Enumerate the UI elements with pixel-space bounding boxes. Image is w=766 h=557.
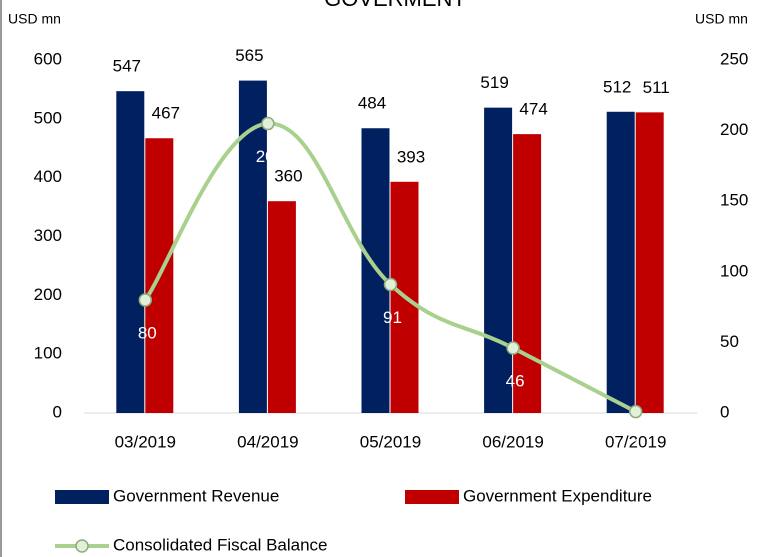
x-tick-label: 04/2019 xyxy=(237,432,298,451)
bar xyxy=(116,91,145,413)
legend-marker xyxy=(75,539,89,553)
data-label: 565 xyxy=(235,46,263,65)
legend-swatch xyxy=(405,490,459,504)
data-label: 393 xyxy=(397,147,425,166)
y-tick-label: 400 xyxy=(34,167,62,186)
y-tick-label: 500 xyxy=(34,108,62,127)
line-marker xyxy=(383,277,398,292)
y-tick-label: 200 xyxy=(34,285,62,304)
line-marker xyxy=(628,404,643,419)
legend-swatch xyxy=(55,490,109,504)
chart-title: GOVERMENT xyxy=(324,0,466,11)
y2-axis-label: USD mn xyxy=(695,11,748,27)
bar xyxy=(267,201,296,413)
y2-tick-label: 50 xyxy=(720,332,739,351)
y-tick-label: 0 xyxy=(53,402,62,421)
legend-label: Government Expenditure xyxy=(463,486,652,505)
y2-tick-label: 100 xyxy=(720,261,748,280)
line-marker xyxy=(261,116,275,131)
y2-tick-label: 0 xyxy=(720,402,729,421)
data-label: 1 xyxy=(633,435,642,454)
y-tick-label: 600 xyxy=(34,49,62,68)
line-marker xyxy=(506,341,520,355)
x-tick-label: 06/2019 xyxy=(482,432,543,451)
data-label: 547 xyxy=(113,57,141,76)
y-tick-label: 100 xyxy=(34,344,62,363)
y-tick-label: 300 xyxy=(34,226,62,245)
data-label: 80 xyxy=(138,324,157,343)
x-tick-label: 07/2019 xyxy=(605,432,666,451)
legend-label: Government Revenue xyxy=(113,486,279,505)
y2-tick-label: 150 xyxy=(720,191,748,210)
bar xyxy=(513,134,542,413)
line xyxy=(143,121,637,414)
bar xyxy=(606,111,635,414)
y-axis-label: USD mn xyxy=(8,11,61,27)
legend-label: Consolidated Fiscal Balance xyxy=(113,535,328,554)
data-label: 205 xyxy=(256,147,284,166)
data-label: 46 xyxy=(506,372,525,391)
data-label: 474 xyxy=(519,100,547,119)
y2-tick-label: 200 xyxy=(720,120,748,139)
data-label: 484 xyxy=(358,94,386,113)
x-tick-label: 03/2019 xyxy=(115,432,176,451)
data-label: 512 xyxy=(603,77,631,96)
data-label: 360 xyxy=(274,167,302,186)
x-tick-label: 05/2019 xyxy=(360,432,421,451)
data-label: 511 xyxy=(643,78,670,97)
data-label: 91 xyxy=(383,308,402,327)
line-marker xyxy=(138,293,153,307)
data-label: 519 xyxy=(480,73,508,92)
bar xyxy=(484,107,513,413)
data-label: 467 xyxy=(152,104,180,123)
y2-tick-label: 250 xyxy=(720,49,748,68)
bar xyxy=(635,112,664,413)
